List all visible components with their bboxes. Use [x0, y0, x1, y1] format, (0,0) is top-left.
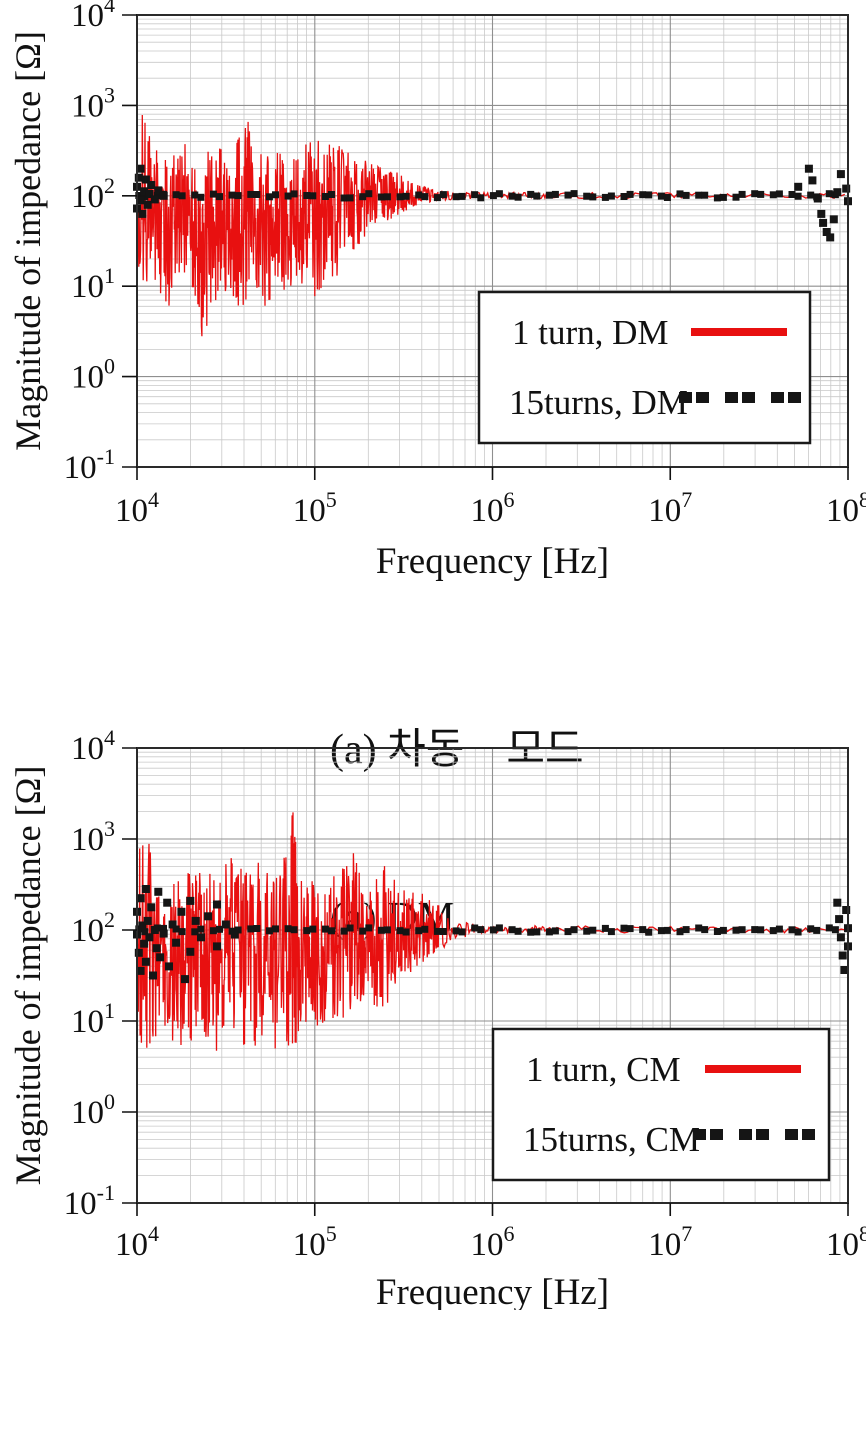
caption-a-korean: (a) 차동 모드 — [330, 727, 584, 773]
svg-text:100: 100 — [71, 1089, 115, 1131]
y-axis-label: Magnitude of impedance [Ω] — [8, 31, 48, 451]
legend-label-1turn: 1 turn, DM — [512, 313, 669, 352]
svg-text:108: 108 — [826, 1221, 866, 1263]
legend: 1 turn, DM 15turns, DM — [477, 290, 812, 445]
svg-text:107: 107 — [648, 1221, 692, 1263]
y-axis-label: Magnitude of impedance [Ω] — [8, 766, 48, 1186]
svg-text:10-1: 10-1 — [64, 444, 115, 486]
series-15turns — [133, 164, 852, 242]
svg-text:106: 106 — [471, 1221, 515, 1263]
svg-text:10-1: 10-1 — [64, 1180, 115, 1222]
svg-text:104: 104 — [115, 487, 159, 529]
svg-text:102: 102 — [71, 907, 115, 949]
svg-text:104: 104 — [71, 0, 115, 34]
legend-sample-squares — [693, 1129, 815, 1140]
svg-text:103: 103 — [71, 82, 115, 124]
legend-sample-squares — [679, 392, 801, 403]
axis-ticks — [122, 747, 849, 1216]
axis-ticks — [122, 14, 849, 480]
svg-text:108: 108 — [826, 487, 866, 529]
svg-text:106: 106 — [471, 487, 515, 529]
svg-text:104: 104 — [71, 725, 115, 767]
svg-text:105: 105 — [293, 487, 337, 529]
svg-text:101: 101 — [71, 263, 115, 305]
svg-text:105: 105 — [293, 1221, 337, 1263]
legend-box — [491, 1027, 831, 1182]
legend-box — [477, 290, 812, 445]
chart-dm: 104 105 106 107 108 104 103 102 101 100 10-1 Freque… — [8, 0, 866, 582]
svg-text:100: 100 — [71, 354, 115, 396]
svg-text:104: 104 — [115, 1221, 159, 1263]
legend-label-15turns: 15turns, CM — [523, 1120, 700, 1159]
legend: 1 turn, CM 15turns, CM — [491, 1027, 831, 1182]
chart-cm: 104 105 106 107 108 104 103 102 101 100 10-1 Freque… — [8, 725, 866, 1310]
svg-text:102: 102 — [71, 173, 115, 215]
series-15turns — [133, 885, 852, 984]
caption-panel-b: (b) 공통 모드 (b) CM — [330, 1334, 586, 1445]
svg-text:103: 103 — [71, 816, 115, 858]
svg-text:107: 107 — [648, 487, 692, 529]
legend-label-1turn: 1 turn, CM — [526, 1050, 681, 1089]
legend-label-15turns: 15turns, DM — [509, 383, 688, 422]
x-axis-label: Frequency [Hz] — [376, 1272, 609, 1310]
x-axis-label: Frequency [Hz] — [376, 541, 609, 582]
svg-text:101: 101 — [71, 998, 115, 1040]
